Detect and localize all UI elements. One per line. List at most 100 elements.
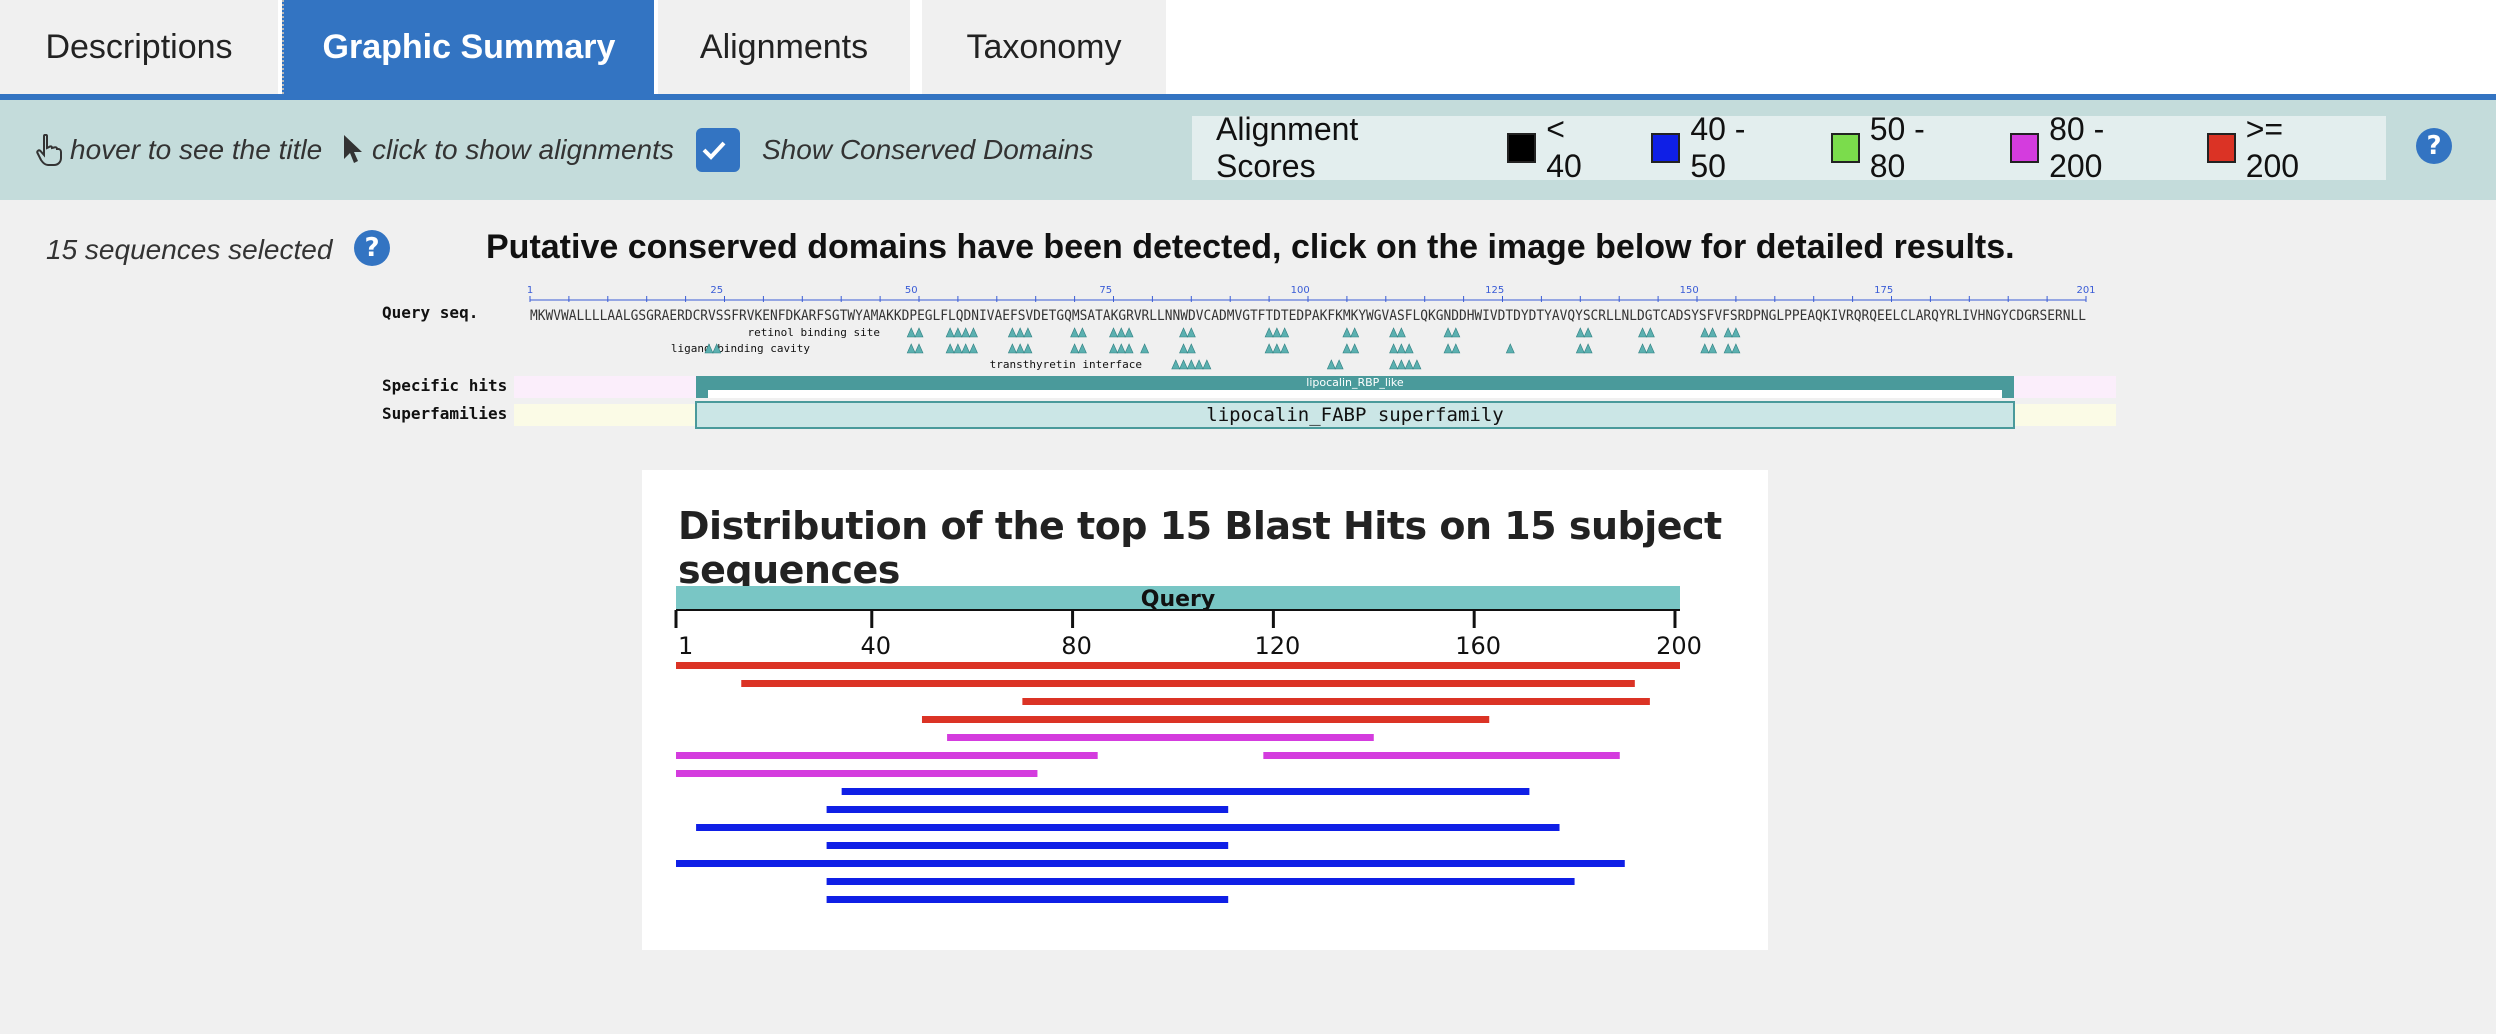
site-marker-icon	[961, 343, 971, 354]
tab-descriptions[interactable]: Descriptions	[0, 0, 278, 94]
selection-help-icon[interactable]: ?	[354, 230, 390, 266]
transthyretin-interface-track[interactable]	[1171, 359, 1422, 370]
hit-distribution-graphic[interactable]: Query 1 40 80 120 160 200	[642, 470, 1768, 950]
hit-row[interactable]	[676, 770, 1038, 777]
hit-row[interactable]	[1022, 698, 1650, 705]
site-marker-icon	[1396, 327, 1406, 338]
site-marker-icon	[1077, 327, 1087, 338]
tab-alignments[interactable]: Alignments	[658, 0, 910, 94]
hit-bar[interactable]	[947, 734, 1374, 741]
ruler-label: 175	[1874, 285, 1893, 296]
ruler-label: 50	[905, 285, 918, 296]
legend-label: 50 - 80	[1869, 111, 1925, 184]
site-marker-icon	[1015, 327, 1025, 338]
site-marker-icon	[906, 327, 916, 338]
site-marker-icon	[1396, 343, 1406, 354]
site-marker-icon	[1326, 359, 1336, 370]
site-marker-icon	[953, 327, 963, 338]
specific-hit-lipocalin-rbp[interactable]: lipocalin_RBP_like	[696, 376, 2014, 398]
click-hint-label: click to show alignments	[372, 134, 674, 165]
distribution-title: Distribution of the top 15 Blast Hits on…	[678, 504, 1722, 592]
site-marker-icon	[1731, 343, 1741, 354]
show-cdd-label: Show Conserved Domains	[762, 134, 1094, 165]
hit-row[interactable]	[947, 734, 1374, 741]
click-hint: click to show alignments	[342, 100, 674, 200]
show-cdd-checkbox[interactable]	[696, 128, 740, 172]
site-marker-icon	[1389, 359, 1399, 370]
site-marker-icon	[1007, 327, 1017, 338]
hit-row[interactable]	[741, 680, 1635, 687]
result-tabs: Descriptions Graphic Summary Alignments …	[0, 0, 2496, 100]
legend-label: < 40	[1546, 111, 1582, 184]
alignment-score-legend: Alignment Scores < 40 40 - 50 50 - 80 80…	[1192, 111, 2386, 184]
hit-row[interactable]	[676, 662, 1680, 669]
site-marker-icon	[1124, 327, 1134, 338]
site-marker-icon	[1070, 343, 1080, 354]
site-marker-icon	[953, 343, 963, 354]
conserved-domains-graphic[interactable]: Query seq. Specific hits Superfamilies 1…	[380, 280, 2116, 432]
hit-row[interactable]	[676, 752, 1620, 759]
site-marker-icon	[1583, 327, 1593, 338]
cursor-arrow-icon	[344, 135, 362, 163]
site-marker-icon	[1645, 327, 1655, 338]
hit-bar[interactable]	[676, 662, 1680, 669]
site-marker-icon	[1645, 343, 1655, 354]
retinol-binding-site-track[interactable]	[906, 327, 1741, 338]
site-marker-icon	[1443, 327, 1453, 338]
tab-taxonomy[interactable]: Taxonomy	[922, 0, 1166, 94]
site-marker-icon	[1264, 343, 1274, 354]
hit-row[interactable]	[826, 806, 1229, 813]
axis-tick-label: 40	[861, 632, 892, 660]
site-marker-icon	[1708, 343, 1718, 354]
hit-bar[interactable]	[826, 878, 1575, 885]
hit-bar[interactable]	[826, 842, 1229, 849]
hit-bars[interactable]	[676, 662, 1680, 903]
legend-label: 80 - 200	[2049, 111, 2105, 184]
ligand-binding-cavity-track[interactable]	[704, 343, 1741, 354]
hit-bar[interactable]	[1022, 698, 1650, 705]
hit-bar[interactable]	[1263, 752, 1620, 759]
site-marker-icon	[1280, 327, 1290, 338]
hit-row[interactable]	[826, 842, 1229, 849]
site-marker-icon	[1186, 343, 1196, 354]
specific-hits-label: Specific hits	[382, 376, 507, 395]
hit-row[interactable]	[826, 896, 1229, 903]
hit-bar[interactable]	[841, 788, 1530, 795]
hit-row[interactable]	[841, 788, 1530, 795]
site-marker-icon	[1109, 343, 1118, 354]
query-seq-label: Query seq.	[382, 303, 478, 322]
hit-bar[interactable]	[676, 860, 1625, 867]
hit-row[interactable]	[696, 824, 1560, 831]
site-marker-icon	[1731, 327, 1741, 338]
site-marker-icon	[712, 343, 722, 354]
site-marker-icon	[1350, 327, 1360, 338]
legend-help-icon[interactable]: ?	[2416, 128, 2452, 164]
ruler-label: 75	[1099, 285, 1112, 296]
site-marker-icon	[704, 343, 714, 354]
specific-hit-label: lipocalin_RBP_like	[1306, 376, 1404, 389]
hit-bar[interactable]	[921, 716, 1490, 723]
hit-bar[interactable]	[676, 752, 1098, 759]
legend-title: Alignment Scores	[1216, 111, 1359, 184]
site-marker-icon	[914, 343, 924, 354]
site-marker-icon	[1342, 327, 1352, 338]
site-marker-icon	[906, 343, 916, 354]
tab-graphic-summary[interactable]: Graphic Summary	[282, 0, 654, 94]
hit-bar[interactable]	[676, 770, 1038, 777]
site-marker-icon	[1412, 359, 1422, 370]
axis-ticks: 1 40 80 120 160 200	[674, 610, 1702, 660]
hit-bar[interactable]	[741, 680, 1635, 687]
show-cdd-toggle[interactable]: Show Conserved Domains	[696, 100, 1094, 200]
hit-row[interactable]	[826, 878, 1575, 885]
superfamily-lipocalin-fabp[interactable]: lipocalin_FABP superfamily	[695, 401, 2015, 429]
hit-row[interactable]	[921, 716, 1490, 723]
hit-row[interactable]	[676, 860, 1625, 867]
hit-bar[interactable]	[826, 896, 1229, 903]
feature-label-ligand: ligand binding cavity	[671, 342, 810, 355]
hit-bar[interactable]	[696, 824, 1560, 831]
site-marker-icon	[914, 327, 924, 338]
site-marker-icon	[1171, 359, 1181, 370]
legend-label: 40 - 50	[1690, 111, 1746, 184]
site-marker-icon	[1505, 343, 1515, 354]
hit-bar[interactable]	[826, 806, 1229, 813]
